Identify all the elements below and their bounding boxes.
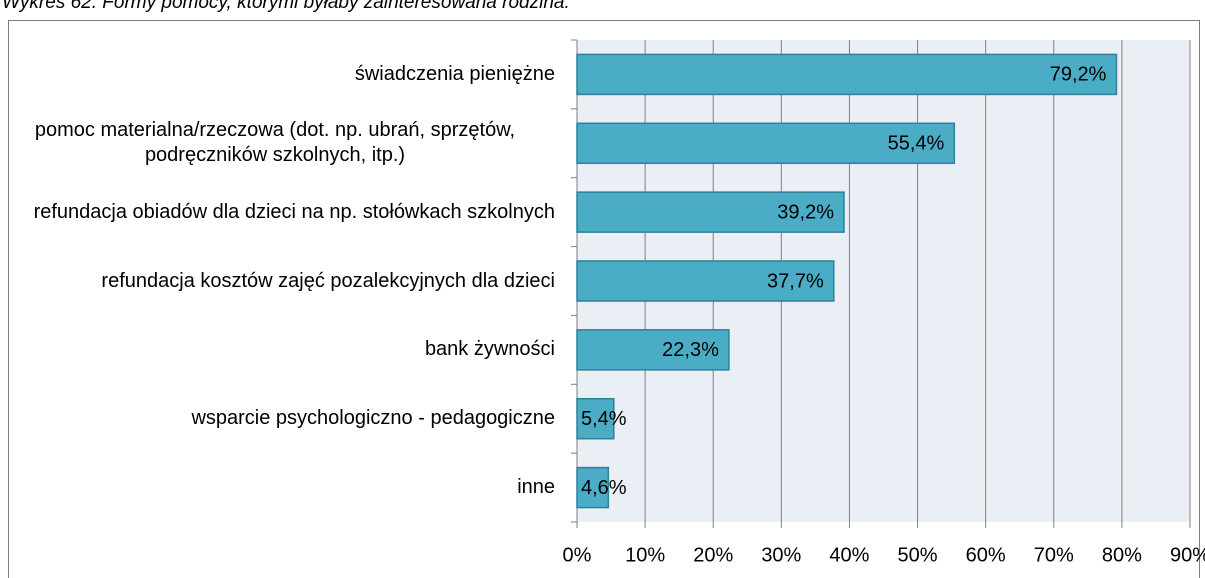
value-label: 22,3% — [662, 339, 719, 361]
y-tick-text: inne — [517, 476, 555, 499]
x-tick-label: 60% — [966, 544, 1006, 566]
bar — [576, 329, 730, 371]
y-tick-label: pomoc materialna/rzeczowa (dot. np. ubra… — [0, 113, 555, 173]
bar — [576, 122, 956, 165]
x-tick-label: 80% — [1102, 544, 1142, 566]
y-tick-label: świadczenia pieniężne — [0, 44, 555, 104]
chart-title: Wykres 62. Formy pomocy, którymi byłaby … — [2, 0, 570, 13]
x-tick-label: 10% — [625, 544, 665, 566]
y-tick-text: pomoc materialna/rzeczowa (dot. np. ubra… — [34, 119, 516, 167]
bar — [576, 260, 835, 302]
value-label: 55,4% — [888, 133, 945, 155]
y-tick-text: refundacja kosztów zajęć pozalekcyjnych … — [101, 269, 555, 292]
y-tick-label: wsparcie psychologiczno - pedagogiczne — [0, 389, 555, 449]
x-tick-label: 0% — [563, 544, 592, 566]
x-tick-label: 70% — [1034, 544, 1074, 566]
y-tick-text: świadczenia pieniężne — [354, 62, 555, 85]
y-tick-label: refundacja obiadów dla dzieci na np. sto… — [0, 182, 555, 242]
x-tick-label: 50% — [898, 544, 938, 566]
x-tick-label: 90% — [1170, 544, 1205, 566]
y-tick-text: bank żywności — [424, 338, 555, 361]
x-tick-label: 30% — [761, 544, 801, 566]
value-label: 4,6% — [581, 477, 627, 499]
y-tick-label: inne — [0, 458, 555, 518]
value-label: 37,7% — [767, 270, 824, 292]
x-tick-label: 20% — [693, 544, 733, 566]
y-tick-text: refundacja obiadów dla dzieci na np. sto… — [33, 200, 555, 223]
bar — [576, 466, 610, 509]
bar — [576, 397, 615, 440]
bar — [576, 53, 1118, 96]
y-tick-label: bank żywności — [0, 320, 555, 380]
bar — [576, 191, 845, 233]
y-tick-text: wsparcie psychologiczno - pedagogiczne — [191, 407, 555, 430]
y-tick-label: refundacja kosztów zajęć pozalekcyjnych … — [0, 251, 555, 311]
value-label: 79,2% — [1050, 64, 1107, 86]
x-tick-label: 40% — [829, 544, 869, 566]
value-label: 39,2% — [777, 201, 834, 223]
value-label: 5,4% — [581, 408, 627, 430]
